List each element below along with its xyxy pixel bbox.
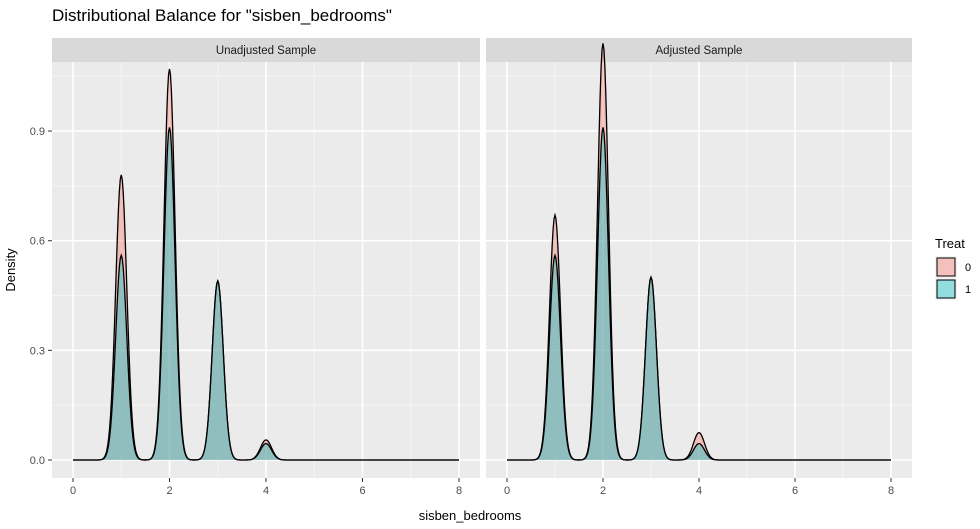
- legend-title: Treat: [935, 236, 965, 251]
- density-area-treat-0: [73, 68, 459, 461]
- density-area-treat-1: [73, 127, 459, 460]
- facet-strip-label: Unadjusted Sample: [216, 45, 316, 57]
- density-area-treat-0: [507, 43, 891, 460]
- x-tick-label: 6: [359, 485, 365, 497]
- x-tick-label: 0: [70, 485, 76, 497]
- legend-label-treat-0: 0: [965, 262, 971, 274]
- y-tick-label: 0.6: [30, 236, 45, 248]
- density-line-treat-1: [73, 127, 459, 461]
- density-line-treat-1: [507, 127, 891, 461]
- y-tick-label: 0.0: [30, 455, 45, 467]
- y-axis-title: Density: [3, 248, 18, 292]
- facet-strip: [486, 38, 912, 62]
- x-tick-label: 2: [600, 485, 606, 497]
- legend-key-background: [935, 278, 957, 300]
- facet-strip: [52, 38, 480, 62]
- x-tick-label: 2: [166, 485, 172, 497]
- y-tick-label: 0.9: [30, 126, 45, 138]
- x-tick-label: 8: [456, 485, 462, 497]
- legend-label-treat-1: 1: [965, 284, 971, 296]
- facet-panel-2: Adjusted Sample 0 2 4 6 8: [486, 38, 912, 497]
- x-tick-label: 0: [504, 485, 510, 497]
- x-tick-label: 6: [792, 485, 798, 497]
- legend-key-treat-0: [936, 257, 956, 277]
- legend-key-treat-1: [936, 279, 956, 299]
- x-tick-label: 8: [888, 485, 894, 497]
- density-area-treat-1: [507, 127, 891, 460]
- y-tick-label: 0.3: [30, 345, 45, 357]
- facet-panels: Unadjusted Sample 0 2 4 6 8 0.0 0.3 0.6 0.9 Adjust…: [30, 38, 912, 497]
- x-tick-label: 4: [263, 485, 269, 497]
- facet-strip-label: Adjusted Sample: [656, 45, 743, 57]
- x-axis-title: sisben_bedrooms: [419, 508, 522, 523]
- chart-title: Distributional Balance for "sisben_bedro…: [52, 6, 392, 25]
- x-tick-label: 4: [696, 485, 702, 497]
- legend-key-background: [935, 256, 957, 278]
- facet-panel-1: Unadjusted Sample 0 2 4 6 8 0.0 0.3 0.6 0.9: [30, 38, 480, 497]
